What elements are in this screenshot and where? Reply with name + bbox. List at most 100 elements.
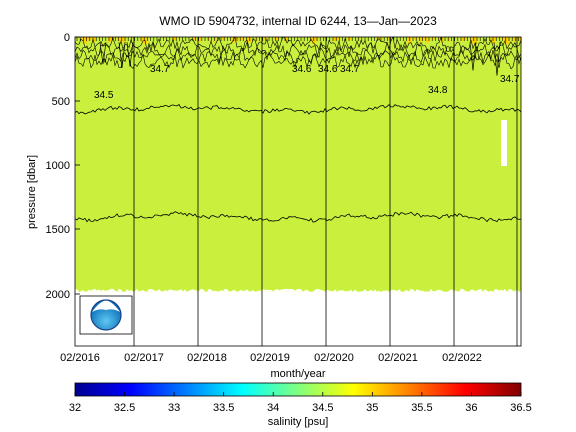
surface-patch: [438, 37, 441, 39]
contour-label: 34.7: [150, 64, 170, 75]
surface-patch: [378, 37, 381, 40]
contour-spike: [118, 42, 126, 68]
surface-patch: [516, 37, 519, 40]
contour-label: 34.6: [318, 64, 338, 75]
surface-patch: [246, 37, 249, 43]
x-tick-label: 02/2017: [124, 352, 164, 364]
y-tick: 1500: [46, 224, 80, 236]
surface-patch: [237, 37, 240, 39]
colorbar-tick-label: 34.5: [312, 402, 333, 414]
surface-patch: [348, 37, 351, 41]
x-tick-label: 02/2020: [314, 352, 354, 364]
x-axis-label: month/year: [270, 368, 325, 380]
colorbar-label: salinity [psu]: [268, 416, 329, 428]
noaa-logo: [79, 295, 133, 335]
contour-label: 34.5: [94, 90, 114, 101]
surface-patch: [462, 37, 465, 41]
colorbar-tick-label: 36.5: [510, 402, 531, 414]
colorbar-tick-label: 33: [168, 402, 180, 414]
surface-patch: [336, 37, 339, 41]
contour-spike: [126, 42, 134, 67]
surface-patch: [519, 37, 522, 44]
contour-line: [74, 211, 522, 223]
surface-patch: [174, 37, 177, 40]
plot-area: 34.5 34.6 34.7 34.8 34.7 34.6 34.7: [74, 36, 522, 347]
x-tick: 02/2017: [124, 352, 164, 364]
contour-spike: [493, 42, 501, 76]
data-bottom-edge: [75, 288, 521, 292]
surface-contour: [74, 46, 522, 64]
surface-contour: [74, 41, 522, 58]
y-tick-label: 0: [64, 32, 70, 44]
x-tick: 02/2016: [60, 352, 100, 364]
colorbar-tick-label: 33.5: [213, 402, 234, 414]
y-axis-label: pressure [dbar]: [26, 155, 38, 229]
surface-patch: [333, 37, 336, 42]
y-tick: 1000: [46, 160, 80, 172]
surface-patch: [423, 37, 426, 40]
surface-patch: [426, 37, 429, 43]
surface-patch: [123, 37, 126, 43]
x-tick-label: 02/2022: [442, 352, 482, 364]
colorbar-ticks: [74, 392, 522, 396]
surface-patch: [492, 37, 495, 43]
surface-patch: [465, 37, 468, 40]
y-tick: 500: [52, 96, 80, 108]
colorbar-tick-label: 36: [465, 402, 477, 414]
surface-patch: [414, 37, 417, 40]
colorbar-gradient: [74, 382, 522, 397]
surface-patch: [87, 37, 90, 41]
surface-patch: [93, 37, 96, 42]
x-tick: 02/2019: [250, 352, 290, 364]
surface-patch: [387, 37, 390, 40]
colorbar-tick-label: 32.5: [114, 402, 135, 414]
year-separators: [133, 37, 518, 346]
surface-patch: [75, 37, 78, 40]
colorbar-tick-label: 34: [267, 402, 279, 414]
surface-patch: [315, 37, 318, 41]
y-tick: 2000: [46, 289, 80, 301]
surface-patch: [141, 37, 144, 44]
surface-patch: [276, 37, 279, 41]
surface-patch: [171, 37, 174, 39]
x-axis: 02/2016 02/2017 02/2018 02/2019 02/2020 …: [60, 352, 482, 380]
contour-labels: 34.5 34.6 34.7 34.8 34.7 34.6 34.7: [94, 64, 520, 101]
salinity-field: [75, 37, 521, 292]
surface-patch: [90, 37, 93, 40]
bottom-edge: [75, 288, 521, 292]
contour-spike: [99, 42, 107, 65]
surface-patch: [285, 37, 288, 43]
surface-patch: [249, 37, 252, 42]
surface-patch: [231, 37, 234, 44]
surface-patch: [471, 37, 474, 43]
surface-patch: [507, 37, 510, 45]
x-tick: 02/2020: [314, 352, 354, 364]
y-tick-label: 2000: [46, 289, 70, 301]
x-tick-label: 02/2016: [60, 352, 100, 364]
contour-label: 34.7: [500, 74, 520, 85]
y-tick-label: 1000: [46, 160, 70, 172]
surface-patch: [192, 37, 195, 40]
x-tick-label: 02/2019: [250, 352, 290, 364]
colorbar-tick-label: 35.5: [411, 402, 432, 414]
plot-frame: [74, 36, 522, 347]
contour-label: 34.6: [292, 64, 312, 75]
y-tick-label: 1500: [46, 224, 70, 236]
surface-patch: [420, 37, 423, 42]
surface-patch: [222, 37, 225, 40]
contour-label: 34.7: [340, 64, 360, 75]
data-gap: [501, 120, 507, 166]
y-tick: 0: [64, 32, 80, 44]
surface-patch: [108, 37, 111, 42]
surface-contours: [74, 36, 522, 76]
surface-patch: [84, 37, 87, 44]
surface-patch: [273, 37, 276, 40]
surface-patch: [81, 37, 84, 40]
surface-patch: [432, 37, 435, 40]
x-tick: 02/2021: [378, 352, 418, 364]
surface-patch: [441, 37, 444, 43]
x-tick: 02/2018: [187, 352, 227, 364]
colorbar-tick-label: 35: [366, 402, 378, 414]
contour-lines: [74, 104, 522, 223]
